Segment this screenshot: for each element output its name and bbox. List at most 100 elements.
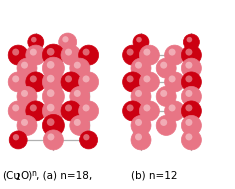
Circle shape bbox=[135, 133, 142, 140]
Circle shape bbox=[82, 75, 90, 82]
Circle shape bbox=[185, 119, 192, 126]
Circle shape bbox=[17, 58, 37, 78]
Circle shape bbox=[131, 86, 151, 106]
Circle shape bbox=[42, 114, 64, 136]
Circle shape bbox=[17, 86, 37, 106]
Circle shape bbox=[156, 58, 176, 78]
Circle shape bbox=[47, 75, 55, 82]
Circle shape bbox=[9, 131, 27, 149]
Circle shape bbox=[47, 61, 55, 69]
Circle shape bbox=[185, 133, 192, 140]
Circle shape bbox=[47, 48, 55, 56]
Circle shape bbox=[160, 90, 167, 97]
Circle shape bbox=[28, 34, 44, 50]
Circle shape bbox=[181, 101, 201, 121]
Circle shape bbox=[181, 86, 201, 106]
Text: 2: 2 bbox=[16, 174, 21, 183]
Circle shape bbox=[135, 119, 142, 126]
Circle shape bbox=[127, 75, 134, 82]
Circle shape bbox=[78, 101, 99, 121]
Circle shape bbox=[42, 71, 64, 93]
Circle shape bbox=[47, 89, 55, 97]
Circle shape bbox=[168, 49, 176, 56]
Circle shape bbox=[26, 101, 46, 121]
Circle shape bbox=[12, 105, 19, 112]
Circle shape bbox=[136, 37, 142, 43]
Circle shape bbox=[187, 37, 192, 43]
Circle shape bbox=[21, 119, 28, 126]
Text: O): O) bbox=[20, 171, 32, 181]
Circle shape bbox=[160, 62, 167, 69]
Circle shape bbox=[61, 101, 81, 121]
Circle shape bbox=[8, 101, 28, 121]
Circle shape bbox=[164, 72, 185, 92]
Circle shape bbox=[83, 134, 90, 140]
Circle shape bbox=[156, 86, 176, 106]
Circle shape bbox=[12, 49, 19, 56]
Circle shape bbox=[133, 34, 149, 50]
Circle shape bbox=[65, 105, 72, 112]
Circle shape bbox=[164, 45, 185, 65]
Circle shape bbox=[42, 44, 64, 66]
Circle shape bbox=[143, 75, 150, 82]
Circle shape bbox=[80, 131, 98, 149]
Circle shape bbox=[131, 58, 151, 78]
Circle shape bbox=[185, 49, 192, 56]
Text: n: n bbox=[31, 169, 36, 178]
Circle shape bbox=[135, 90, 142, 97]
Circle shape bbox=[78, 72, 99, 92]
Circle shape bbox=[127, 49, 134, 56]
Circle shape bbox=[70, 86, 90, 106]
Circle shape bbox=[59, 33, 77, 51]
Circle shape bbox=[30, 49, 37, 56]
Text: , (a) n=18,: , (a) n=18, bbox=[36, 171, 92, 181]
Circle shape bbox=[139, 45, 159, 65]
Circle shape bbox=[61, 45, 81, 65]
Circle shape bbox=[26, 72, 46, 92]
Circle shape bbox=[42, 100, 64, 122]
Circle shape bbox=[21, 62, 28, 69]
Circle shape bbox=[185, 90, 192, 97]
Circle shape bbox=[168, 75, 176, 82]
Circle shape bbox=[123, 101, 143, 121]
Circle shape bbox=[160, 119, 167, 126]
Circle shape bbox=[65, 75, 72, 82]
Circle shape bbox=[47, 118, 55, 126]
Circle shape bbox=[42, 57, 64, 79]
Circle shape bbox=[62, 36, 69, 43]
Circle shape bbox=[17, 115, 37, 136]
Circle shape bbox=[143, 105, 150, 112]
Circle shape bbox=[70, 115, 90, 136]
Circle shape bbox=[61, 72, 81, 92]
Circle shape bbox=[74, 62, 81, 69]
Circle shape bbox=[181, 72, 201, 92]
Circle shape bbox=[70, 58, 90, 78]
Text: (Cu: (Cu bbox=[2, 171, 20, 181]
Circle shape bbox=[31, 37, 37, 43]
Circle shape bbox=[47, 104, 55, 112]
Circle shape bbox=[139, 72, 159, 92]
Circle shape bbox=[135, 62, 142, 69]
Text: (b) n=12: (b) n=12 bbox=[131, 171, 177, 181]
Circle shape bbox=[185, 75, 192, 82]
Circle shape bbox=[181, 130, 201, 150]
Circle shape bbox=[185, 62, 192, 69]
Circle shape bbox=[131, 115, 151, 136]
Circle shape bbox=[13, 134, 19, 140]
Circle shape bbox=[30, 75, 37, 82]
Circle shape bbox=[164, 101, 185, 121]
Circle shape bbox=[139, 101, 159, 121]
Circle shape bbox=[156, 115, 176, 136]
Circle shape bbox=[168, 105, 176, 112]
Circle shape bbox=[78, 45, 99, 65]
Circle shape bbox=[131, 130, 151, 150]
Circle shape bbox=[123, 45, 143, 65]
Circle shape bbox=[21, 90, 28, 97]
Circle shape bbox=[8, 72, 28, 92]
Circle shape bbox=[65, 49, 72, 56]
Circle shape bbox=[181, 58, 201, 78]
Circle shape bbox=[26, 45, 46, 65]
Circle shape bbox=[183, 34, 200, 50]
Circle shape bbox=[43, 130, 63, 150]
Circle shape bbox=[8, 45, 28, 65]
